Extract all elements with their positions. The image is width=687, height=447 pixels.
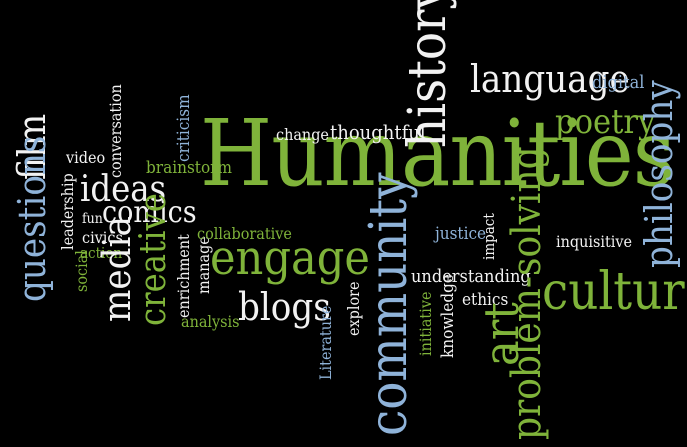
word-comics: comics [102, 195, 197, 230]
word-justice: justice [435, 224, 487, 244]
word-conversation: conversation [106, 84, 125, 178]
word-understanding: understanding [411, 266, 531, 287]
word-language: language [470, 57, 630, 101]
word-civics: civics [82, 228, 123, 247]
word-inquisitive: inquisitive [556, 232, 632, 251]
word-initiative: initiative [416, 291, 435, 356]
word-fun: fun [82, 211, 103, 227]
word-criticism: criticism [174, 94, 194, 162]
word-digital: digital [592, 72, 645, 93]
word-literature: Literature [316, 305, 335, 380]
word-media: media [95, 216, 139, 322]
word-culture: culture [542, 262, 687, 322]
word-enrichment: enrichment [174, 234, 193, 318]
word-problem-solving: problem-solving [504, 146, 550, 440]
word-creative: creative [133, 193, 174, 326]
word-blogs: blogs [238, 285, 331, 329]
word-action: action [80, 244, 123, 262]
word-humanities: Humanities [200, 100, 675, 207]
word-thoughtful: thoughtful [330, 120, 426, 144]
word-philosophy: philosophy [637, 80, 681, 268]
word-social: social [72, 250, 91, 292]
word-analysis: analysis [181, 312, 240, 331]
word-collaborative: collaborative [197, 224, 292, 243]
word-ideas: ideas [80, 169, 167, 210]
word-brainstorm: brainstorm [146, 158, 232, 178]
word-video: video [66, 148, 106, 167]
word-impact: impact [480, 213, 498, 260]
word-knowledge: knowledge [438, 274, 458, 358]
word-community: community [359, 172, 419, 436]
word-engage: engage [210, 230, 370, 286]
word-poetry: poetry [555, 102, 656, 142]
word-change: change [276, 125, 329, 144]
word-explore: explore [344, 281, 363, 336]
word-leadership: leadership [58, 173, 77, 250]
word-ethics: ethics [462, 290, 509, 310]
word-questions: questions [10, 135, 54, 302]
